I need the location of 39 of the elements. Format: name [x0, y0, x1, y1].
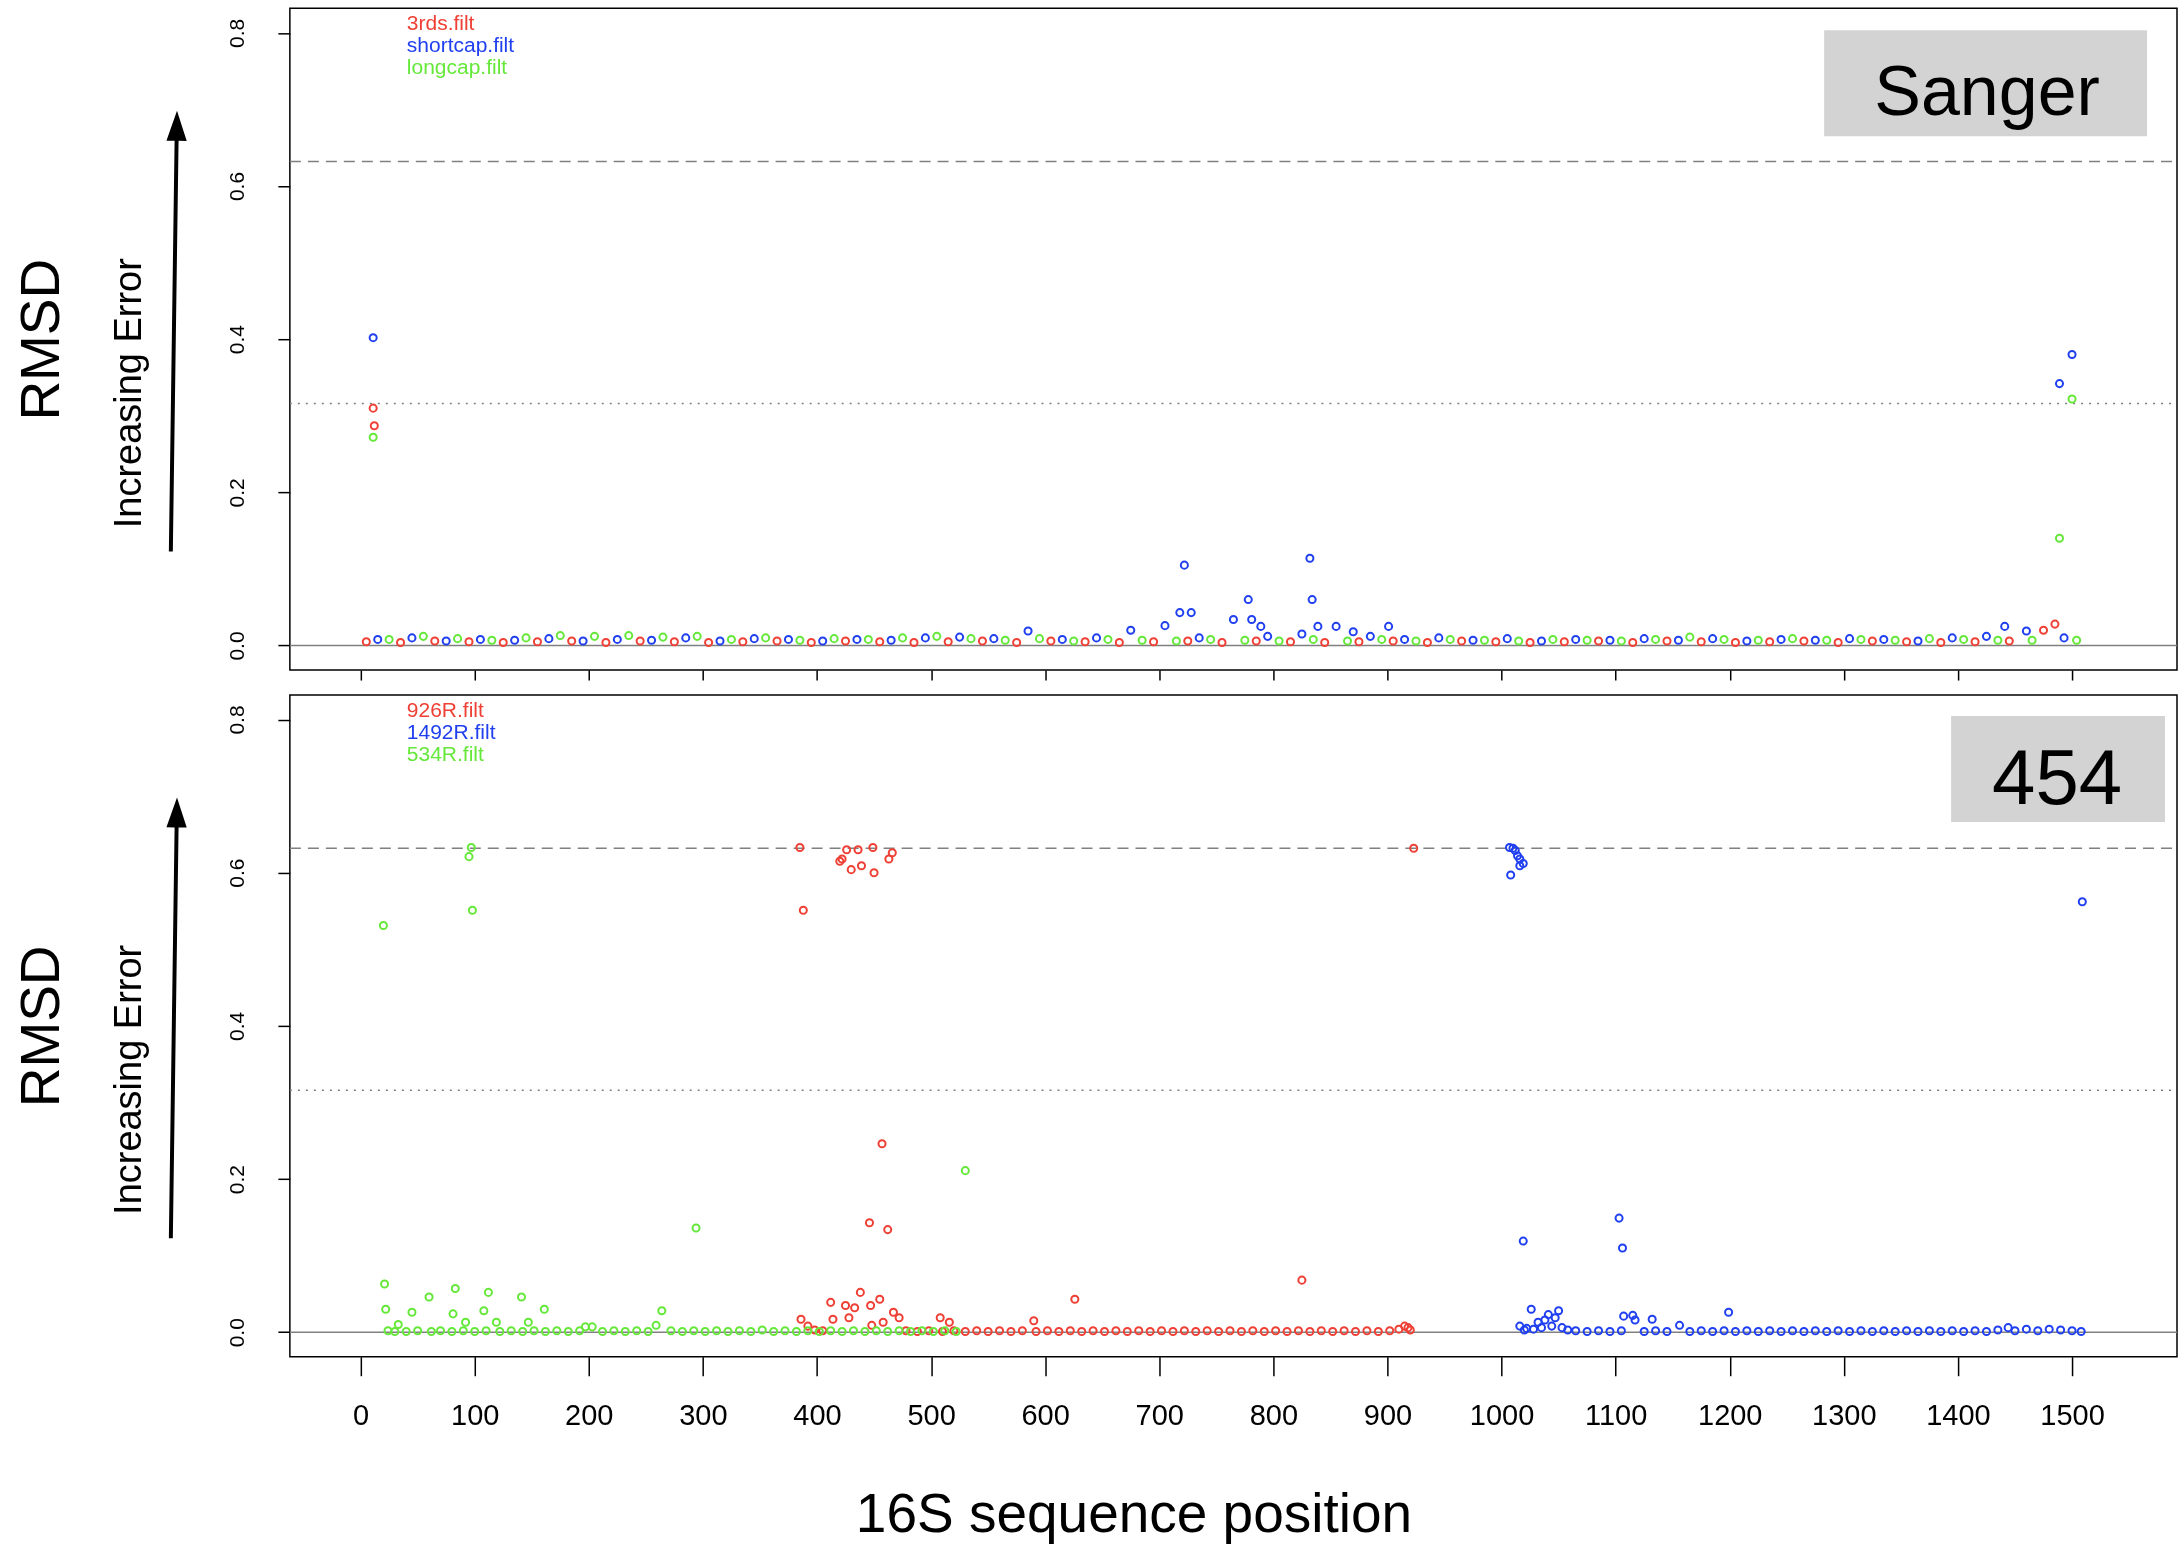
text: Increasing Error [106, 257, 149, 529]
annotation: 454 [1992, 732, 2123, 821]
x-axis-title: 16S sequence position [855, 1482, 1413, 1545]
y-tick-label: 0.4 [225, 324, 249, 355]
y-tick-label: 0.4 [225, 1011, 249, 1041]
text: Increasing Error [106, 944, 149, 1215]
x-tick-label: 1300 [1812, 1399, 1877, 1432]
y-tick-label: 0.0 [225, 631, 249, 661]
y-axis-title: RMSD [9, 258, 72, 421]
x-tick-label: 1500 [2040, 1399, 2105, 1432]
y-tick-label: 0.2 [225, 478, 249, 508]
x-tick-label: 1200 [1698, 1399, 1763, 1432]
text: longcap.filt [406, 55, 508, 79]
x-tick-label: 400 [793, 1399, 842, 1432]
y-tick-label: 0.6 [225, 858, 249, 888]
y-tick-label: 0.2 [225, 1164, 249, 1195]
x-tick-label: 0 [353, 1399, 370, 1432]
x-tick-label: 1400 [1926, 1399, 1991, 1432]
x-tick-label: 1100 [1585, 1399, 1648, 1432]
x-tick-label: 500 [907, 1399, 956, 1432]
x-tick-label: 200 [565, 1399, 614, 1432]
text: shortcap.filt [406, 33, 515, 57]
y-axis-title: RMSD [9, 945, 72, 1108]
y-tick-label: 0.0 [225, 1318, 249, 1348]
y-tick-label: 0.8 [225, 705, 249, 735]
y-tick-label: 0.8 [225, 18, 249, 48]
text: 3rds.filt [406, 11, 475, 35]
text: 1492R.filt [406, 720, 496, 744]
x-tick-label: 700 [1135, 1399, 1184, 1432]
y-tick-label: 0.6 [225, 171, 249, 202]
text: 926R.filt [406, 698, 484, 722]
x-tick-label: 300 [679, 1399, 728, 1432]
x-tick-label: 900 [1363, 1399, 1413, 1432]
x-tick-label: 1000 [1469, 1399, 1535, 1432]
x-tick-label: 100 [451, 1399, 500, 1432]
text: 534R.filt [406, 742, 484, 766]
x-tick-label: 600 [1021, 1399, 1070, 1432]
x-tick-label: 800 [1249, 1399, 1299, 1432]
annotation: Sanger [1874, 52, 2100, 131]
